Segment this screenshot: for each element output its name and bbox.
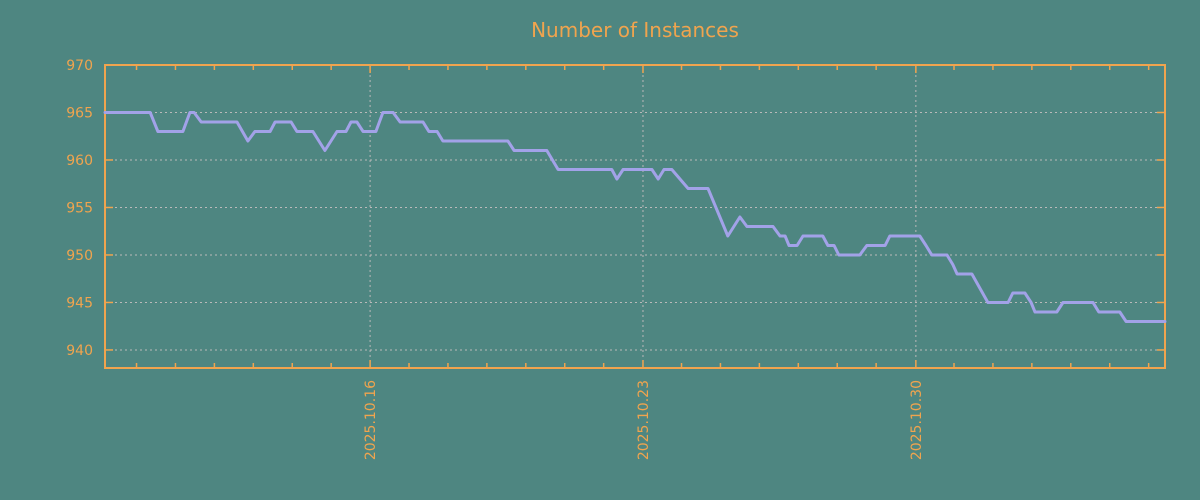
x-tick-label: 2025.10.23 bbox=[636, 380, 652, 460]
y-tick-label: 970 bbox=[66, 58, 93, 74]
y-tick-label: 955 bbox=[66, 200, 93, 216]
axis-labels: 940 945 950 955 960 965 970 2025.10.16 2025.10.2… bbox=[66, 58, 925, 460]
series-line-instances bbox=[103, 111, 1167, 323]
chart-title: Number of Instances bbox=[531, 18, 739, 42]
x-tick-label: 2025.10.16 bbox=[363, 380, 379, 460]
axes-and-ticks bbox=[104, 64, 1166, 369]
y-tick-label: 950 bbox=[66, 248, 93, 264]
y-tick-label: 965 bbox=[66, 105, 93, 121]
x-tick-label: 2025.10.30 bbox=[909, 380, 925, 460]
plot-border bbox=[104, 64, 1166, 369]
y-tick-label: 940 bbox=[66, 343, 93, 359]
grid-lines bbox=[105, 65, 1165, 368]
data-series bbox=[103, 111, 1167, 323]
y-tick-label: 960 bbox=[66, 153, 93, 169]
y-tick-label: 945 bbox=[66, 295, 93, 311]
